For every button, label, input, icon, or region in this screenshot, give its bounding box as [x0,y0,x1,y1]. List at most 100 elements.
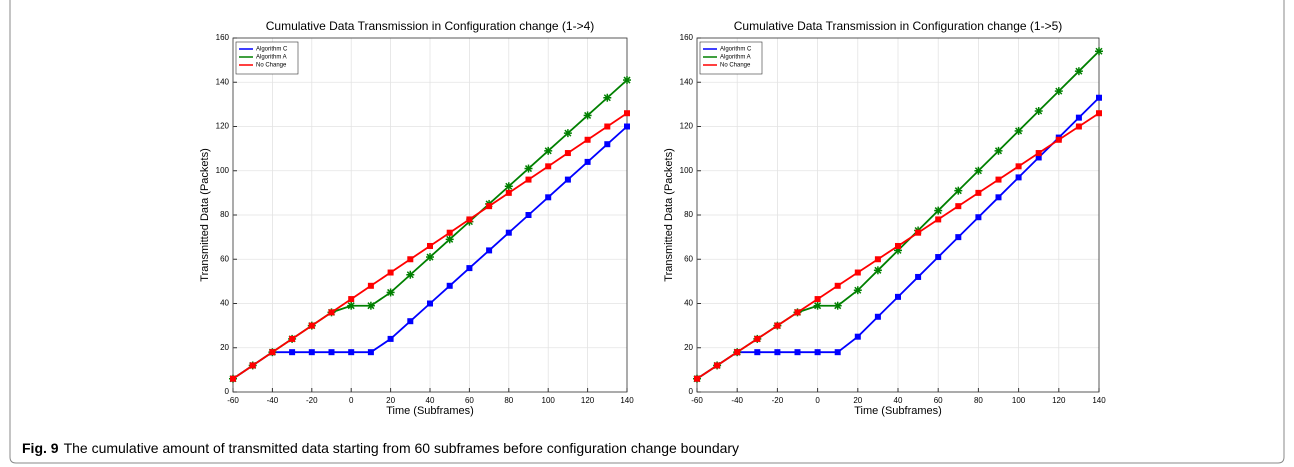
legend-box [235,41,299,75]
marker [814,349,821,356]
marker [754,335,761,342]
y-axis-label: Transmitted Data (Packets) [199,148,211,281]
marker [347,301,356,310]
caption: Fig. 9 The cumulative amount of transmitt… [22,440,739,456]
marker [955,234,962,241]
marker [289,335,296,342]
x-tick-label: 80 [504,396,513,405]
marker [387,269,394,276]
y-tick-label: 60 [684,254,693,263]
marker [873,266,882,275]
marker [407,318,414,325]
marker [915,273,922,280]
x-tick-label: 140 [1092,396,1106,405]
marker [623,76,631,85]
frame [9,0,1285,464]
marker [249,362,256,369]
y-tick-label: 140 [216,77,230,86]
marker [624,123,630,130]
marker [524,164,533,173]
legend-label: No Change [256,63,287,69]
marker [794,349,801,356]
marker [895,242,901,249]
legend-label: No Change [720,63,751,69]
x-tick-label: -40 [267,396,279,405]
marker [367,282,374,289]
marker [853,286,862,295]
marker [308,349,315,356]
marker-stroke [854,286,862,294]
marker [504,182,513,191]
legend-label: Algorithm C [720,47,752,53]
marker [935,216,942,223]
marker [486,247,493,254]
x-tick-label: -60 [227,396,239,405]
marker [328,309,335,316]
x-tick-label: 20 [386,396,395,405]
y-tick-label: 120 [216,122,230,131]
marker [814,296,821,303]
x-tick-label: 20 [853,396,862,405]
marker-stroke [564,129,572,137]
marker [794,309,801,316]
legend-label: Algorithm C [256,47,288,53]
marker [604,123,611,130]
marker-stroke [1095,47,1103,55]
marker [774,322,781,329]
marker [954,186,963,195]
marker [486,203,493,210]
marker [426,253,434,262]
marker [604,141,611,148]
caption-text: The cumulative amount of transmitted dat… [64,440,740,456]
x-axis-label: Time (Subframes) [854,405,942,417]
marker [525,212,532,218]
marker-stroke [814,302,822,310]
marker [328,349,335,356]
marker [975,189,982,196]
marker-stroke [1035,107,1043,115]
marker [1096,94,1102,101]
marker-stroke [1075,67,1083,75]
x-tick-label: 140 [620,396,634,405]
marker [366,301,375,310]
legend-label: Algorithm A [256,55,287,61]
marker [603,93,612,102]
marker [994,146,1003,155]
marker [466,216,473,223]
marker [406,270,415,279]
marker [505,189,512,196]
marker [348,349,355,356]
marker [714,362,721,369]
y-tick-label: 20 [220,343,229,352]
marker [974,166,983,175]
marker [1014,126,1023,135]
marker [1075,114,1082,121]
marker [934,206,943,215]
marker-stroke [974,167,982,175]
marker [446,229,453,236]
marker [995,176,1002,183]
marker [834,349,841,356]
marker [563,129,572,138]
marker [544,146,553,155]
marker [774,349,781,356]
y-tick-label: 80 [684,210,693,219]
marker [445,235,454,244]
marker-stroke [834,302,842,310]
x-tick-label: -60 [691,396,703,405]
marker [624,110,630,117]
marker [289,349,296,356]
marker [1055,136,1062,143]
x-tick-label: 80 [974,396,983,405]
marker [1075,123,1082,130]
y-tick-label: 60 [220,254,229,263]
marker [525,176,532,183]
y-tick-label: 160 [680,33,694,42]
marker-stroke [544,147,552,155]
x-tick-label: 0 [815,396,820,405]
marker-stroke [1055,87,1063,95]
x-tick-label: 120 [1052,396,1066,405]
marker [1015,163,1022,170]
marker-stroke [874,266,882,274]
